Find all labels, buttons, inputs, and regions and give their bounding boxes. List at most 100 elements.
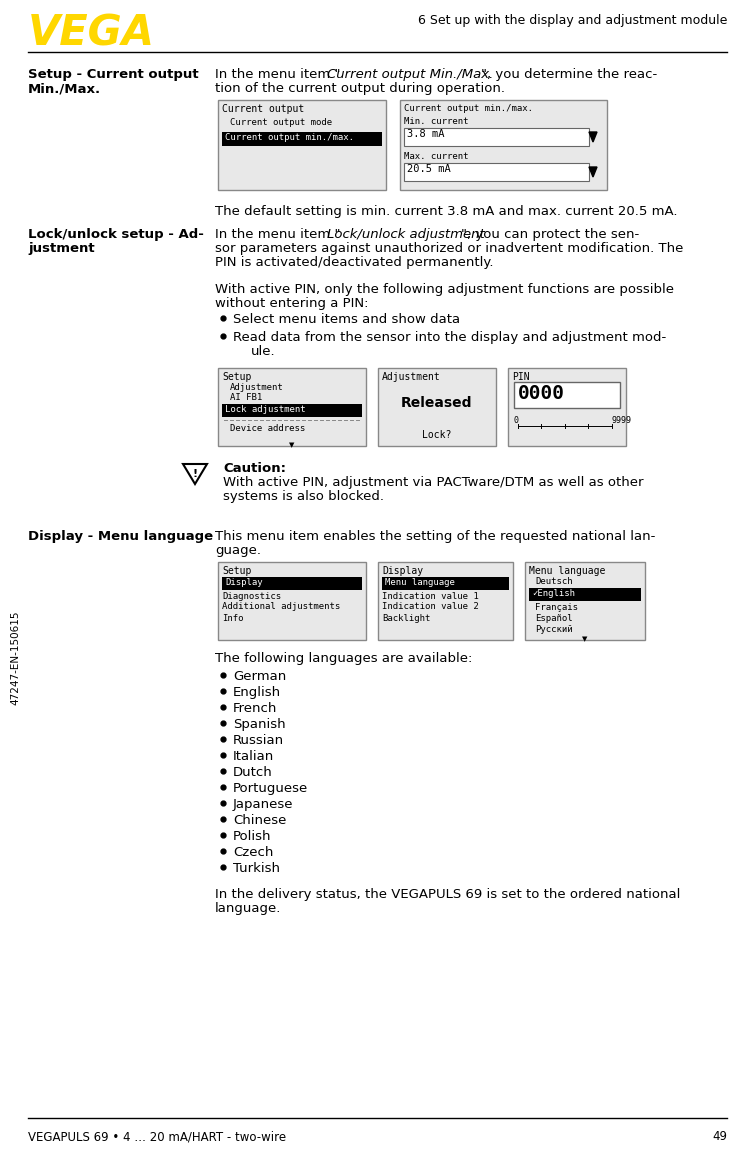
Text: systems is also blocked.: systems is also blocked. — [223, 491, 384, 503]
Polygon shape — [589, 132, 597, 142]
Text: With active PIN, adjustment via PACTware/DTM as well as other: With active PIN, adjustment via PACTware… — [223, 476, 643, 489]
Text: VEGAPULS 69 • 4 … 20 mA/HART - two-wire: VEGAPULS 69 • 4 … 20 mA/HART - two-wire — [28, 1130, 286, 1143]
Text: German: German — [233, 670, 286, 683]
Text: Menu language: Menu language — [385, 578, 455, 587]
Text: Current output min./max.: Current output min./max. — [225, 133, 354, 142]
Text: Caution:: Caution: — [223, 462, 286, 476]
Text: ▼: ▼ — [289, 442, 294, 448]
Text: Min. current: Min. current — [404, 117, 469, 126]
Bar — [222, 577, 362, 590]
Text: Backlight: Backlight — [382, 614, 430, 622]
Text: French: French — [233, 702, 277, 715]
Bar — [525, 562, 645, 640]
Text: Español: Español — [535, 614, 572, 622]
Text: 3.8 mA: 3.8 mA — [407, 128, 445, 139]
Text: This menu item enables the setting of the requested national lan-: This menu item enables the setting of th… — [215, 530, 655, 543]
Text: Min./Max.: Min./Max. — [28, 82, 101, 95]
Text: Portuguese: Portuguese — [233, 782, 308, 795]
Text: Japanese: Japanese — [233, 798, 294, 811]
Bar — [404, 163, 589, 180]
Text: Info: Info — [222, 614, 244, 622]
Text: Polish: Polish — [233, 830, 272, 843]
Text: Device address: Device address — [230, 423, 305, 433]
Text: Diagnostics: Diagnostics — [222, 592, 281, 600]
Text: 0000: 0000 — [518, 384, 565, 403]
Text: 0: 0 — [514, 417, 519, 425]
Text: The following languages are available:: The following languages are available: — [215, 653, 473, 665]
Text: Adjustment: Adjustment — [382, 373, 441, 382]
Text: In the delivery status, the VEGAPULS 69 is set to the ordered national: In the delivery status, the VEGAPULS 69 … — [215, 889, 680, 901]
Text: Italian: Italian — [233, 750, 274, 762]
Text: Setup - Current output: Setup - Current output — [28, 68, 199, 81]
Text: Lock/unlock adjustment: Lock/unlock adjustment — [327, 228, 485, 241]
Text: The default setting is min. current 3.8 mA and max. current 20.5 mA.: The default setting is min. current 3.8 … — [215, 205, 677, 218]
Text: 49: 49 — [712, 1130, 727, 1143]
Text: AI FB1: AI FB1 — [230, 393, 262, 401]
Text: Setup: Setup — [222, 566, 251, 576]
Text: ✓English: ✓English — [532, 589, 575, 598]
Text: Lock?: Lock? — [422, 430, 451, 440]
Text: ▼: ▼ — [582, 636, 587, 642]
Bar — [382, 577, 509, 590]
Text: Indication value 1: Indication value 1 — [382, 592, 479, 600]
Bar — [508, 368, 626, 445]
Text: Deutsch: Deutsch — [535, 577, 572, 585]
Text: 20.5 mA: 20.5 mA — [407, 164, 451, 174]
Text: Lock adjustment: Lock adjustment — [225, 405, 306, 414]
Text: Menu language: Menu language — [529, 566, 606, 576]
Text: justment: justment — [28, 242, 94, 255]
Text: ", you determine the reac-: ", you determine the reac- — [481, 68, 658, 81]
Text: Русский: Русский — [535, 625, 572, 634]
Text: Max. current: Max. current — [404, 152, 469, 161]
Text: Current output Min./Max.: Current output Min./Max. — [327, 68, 493, 81]
Text: Turkish: Turkish — [233, 862, 280, 875]
Text: Lock/unlock setup - Ad-: Lock/unlock setup - Ad- — [28, 228, 204, 241]
Bar — [400, 100, 607, 190]
Text: With active PIN, only the following adjustment functions are possible: With active PIN, only the following adju… — [215, 283, 674, 296]
Text: PIN is activated/deactivated permanently.: PIN is activated/deactivated permanently… — [215, 256, 494, 268]
Bar — [514, 382, 620, 408]
Text: Setup: Setup — [222, 373, 251, 382]
Text: tion of the current output during operation.: tion of the current output during operat… — [215, 82, 505, 95]
Text: ", you can protect the sen-: ", you can protect the sen- — [461, 228, 639, 241]
Bar — [222, 132, 382, 146]
Text: ule.: ule. — [251, 345, 276, 358]
Bar — [529, 588, 641, 600]
Text: Indication value 2: Indication value 2 — [382, 602, 479, 611]
Text: Spanish: Spanish — [233, 718, 285, 731]
Text: Czech: Czech — [233, 846, 273, 858]
Text: In the menu item ": In the menu item " — [215, 68, 341, 81]
Text: 6 Set up with the display and adjustment module: 6 Set up with the display and adjustment… — [418, 14, 727, 27]
Text: !: ! — [193, 469, 198, 479]
Bar — [222, 404, 362, 417]
Text: PIN: PIN — [512, 373, 529, 382]
Bar — [378, 562, 513, 640]
Text: Select menu items and show data: Select menu items and show data — [233, 314, 460, 326]
Bar — [218, 368, 366, 445]
Text: Dutch: Dutch — [233, 766, 273, 779]
Text: Français: Français — [535, 603, 578, 612]
Text: Russian: Russian — [233, 734, 284, 747]
Text: sor parameters against unauthorized or inadvertent modification. The: sor parameters against unauthorized or i… — [215, 242, 683, 255]
Text: Display: Display — [382, 566, 423, 576]
Bar — [404, 128, 589, 146]
Text: VEGA: VEGA — [28, 13, 155, 56]
Bar — [218, 100, 386, 190]
Text: 9999: 9999 — [612, 417, 632, 425]
Text: Adjustment: Adjustment — [230, 383, 284, 392]
Bar — [378, 368, 496, 445]
Text: Display - Menu language: Display - Menu language — [28, 530, 213, 543]
Text: guage.: guage. — [215, 544, 261, 557]
Text: Additional adjustments: Additional adjustments — [222, 602, 341, 611]
Text: language.: language. — [215, 902, 282, 915]
Bar — [218, 562, 366, 640]
Text: Read data from the sensor into the display and adjustment mod-: Read data from the sensor into the displ… — [233, 331, 666, 344]
Text: Current output mode: Current output mode — [230, 118, 332, 127]
Text: Chinese: Chinese — [233, 815, 286, 827]
Text: Released: Released — [401, 396, 473, 410]
Text: without entering a PIN:: without entering a PIN: — [215, 297, 368, 310]
Text: In the menu item ": In the menu item " — [215, 228, 341, 241]
Text: Current output min./max.: Current output min./max. — [404, 104, 533, 113]
Text: English: English — [233, 686, 281, 699]
Text: 47247-EN-150615: 47247-EN-150615 — [10, 611, 20, 706]
